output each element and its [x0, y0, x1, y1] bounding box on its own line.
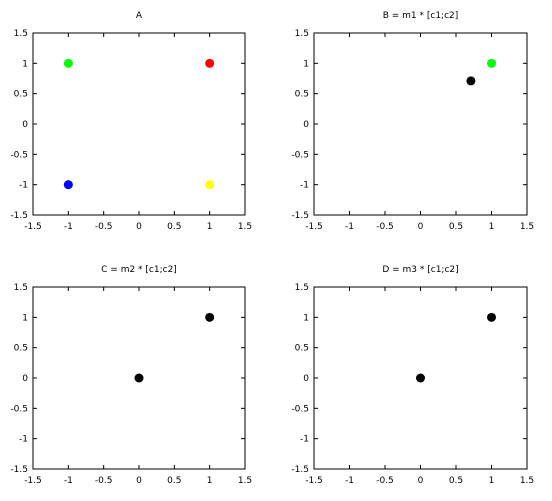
- chart-title: C = m2 * [c1;c2]: [101, 265, 177, 275]
- x-tick-label: 0.5: [167, 476, 181, 486]
- y-tick-label: 0: [22, 374, 28, 384]
- y-tick-label: -0.5: [10, 150, 28, 160]
- data-point: [205, 312, 215, 322]
- x-tick-label: -0.5: [376, 476, 394, 486]
- x-tick-label: -0.5: [376, 222, 394, 232]
- y-tick-label: -1.5: [10, 211, 28, 221]
- x-tick-label: -1.5: [305, 476, 323, 486]
- subplot-3: C = m2 * [c1;c2] -1.5 -1 -0.5 0 0.5 1 1.5 1.5 1 0.…: [10, 265, 252, 486]
- y-tick-label: 1: [303, 59, 309, 69]
- x-tick-label: 0: [136, 222, 142, 232]
- x-tick-label: -1: [64, 476, 73, 486]
- x-tick-label: -1.5: [24, 222, 42, 232]
- y-tick-label: -1: [19, 435, 28, 445]
- plot-frame: [313, 32, 528, 216]
- data-point: [487, 58, 496, 68]
- y-tick-label: 0.5: [14, 90, 28, 100]
- y-tick-label: -0.5: [291, 150, 309, 160]
- y-tick-label: -1.5: [10, 465, 28, 475]
- data-point: [205, 58, 215, 68]
- x-tick-label: -1.5: [305, 222, 323, 232]
- y-tick-label: -1: [19, 181, 28, 191]
- y-tick-label: -1: [300, 181, 309, 191]
- x-tick-label: 1: [207, 476, 213, 486]
- y-tick-label: 1.5: [295, 283, 309, 293]
- x-tick-label: 0: [418, 222, 424, 232]
- x-tick-label: 1.5: [238, 476, 252, 486]
- x-tick-label: 1: [489, 222, 495, 232]
- x-tick-label: -1: [345, 476, 354, 486]
- subplot-1: A -1.5 -1 -0.5 0 0.5 1 1.5 1.5 1 0.5 0 -0.5 -1 -1.5: [10, 11, 252, 232]
- subplot-2: B = m1 * [c1;c2] -1.5 -1 -0.5 0 0.5 1 1.5 1.5 1 0.…: [291, 11, 534, 232]
- x-tick-label: -1.5: [24, 476, 42, 486]
- x-tick-label: 0.5: [449, 476, 463, 486]
- data-point: [134, 373, 144, 383]
- y-tick-label: 1.5: [14, 29, 28, 39]
- chart-title: B = m1 * [c1;c2]: [383, 11, 459, 21]
- y-tick-label: 0.5: [14, 344, 28, 354]
- x-tick-label: 1: [207, 222, 213, 232]
- data-point: [487, 312, 496, 322]
- x-tick-label: 1: [489, 476, 495, 486]
- x-tick-label: 0: [418, 476, 424, 486]
- y-tick-label: -0.5: [10, 404, 28, 414]
- y-tick-label: 0.5: [295, 344, 309, 354]
- data-point: [466, 76, 476, 86]
- chart-title: A: [136, 11, 143, 21]
- x-tick-label: 0: [136, 476, 142, 486]
- y-tick-label: -1: [300, 435, 309, 445]
- y-tick-label: 1: [22, 313, 28, 323]
- y-tick-label: 1: [303, 313, 309, 323]
- y-tick-label: 0: [22, 120, 28, 130]
- x-tick-label: 1.5: [520, 476, 534, 486]
- x-tick-label: -1: [64, 222, 73, 232]
- x-tick-label: 1.5: [238, 222, 252, 232]
- y-tick-label: -1.5: [291, 211, 309, 221]
- x-tick-label: -0.5: [95, 476, 113, 486]
- data-point: [63, 180, 73, 190]
- y-tick-label: -1.5: [291, 465, 309, 475]
- subplot-4: D = m3 * [c1;c2] -1.5 -1 -0.5 0 0.5 1 1.5 1.5 1 0.…: [291, 265, 534, 486]
- y-tick-label: 1.5: [14, 283, 28, 293]
- x-tick-label: -1: [345, 222, 354, 232]
- y-tick-label: 1.5: [295, 29, 309, 39]
- data-point: [63, 58, 73, 68]
- y-tick-label: 0.5: [295, 90, 309, 100]
- x-tick-label: 0.5: [167, 222, 181, 232]
- plot-frame: [32, 32, 246, 216]
- x-tick-label: 0.5: [449, 222, 463, 232]
- y-tick-label: 0: [303, 374, 309, 384]
- x-tick-label: 1.5: [520, 222, 534, 232]
- data-point: [205, 180, 215, 190]
- y-tick-label: -0.5: [291, 404, 309, 414]
- y-tick-label: 1: [22, 59, 28, 69]
- x-tick-label: -0.5: [95, 222, 113, 232]
- data-point: [416, 373, 425, 383]
- chart-title: D = m3 * [c1;c2]: [382, 265, 458, 275]
- y-tick-label: 0: [303, 120, 309, 130]
